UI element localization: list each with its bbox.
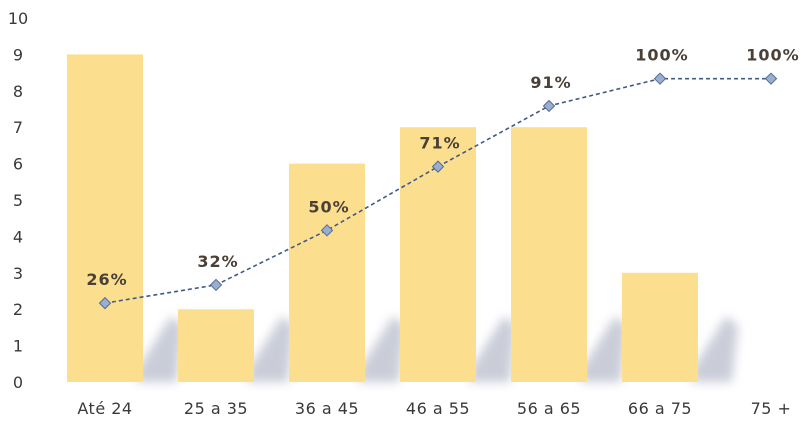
- y-tick-label: 1: [13, 337, 23, 356]
- y-tick-label: 3: [13, 264, 23, 283]
- y-tick-label: 10: [8, 9, 28, 28]
- y-tick-label: 8: [13, 82, 23, 101]
- y-tick-label: 9: [13, 45, 23, 64]
- y-tick-label: 2: [13, 300, 23, 319]
- percent-labels: 26% 32% 50% 71% 91% 100% 100%: [86, 46, 799, 289]
- y-axis: 0 1 2 3 4 5 6 7 8 9 10: [8, 9, 28, 392]
- x-category-label: 36 a 45: [295, 399, 359, 418]
- percent-label: 100%: [635, 46, 688, 65]
- y-tick-label: 6: [13, 155, 23, 174]
- line-marker: [542, 99, 556, 113]
- line-marker: [98, 296, 112, 310]
- bar-shadow: [248, 316, 294, 382]
- line-markers: [98, 72, 778, 310]
- y-tick-label: 7: [13, 118, 23, 137]
- x-category-label: 46 a 55: [406, 399, 470, 418]
- bars: [67, 54, 698, 383]
- bar: [178, 309, 254, 382]
- percent-label: 50%: [308, 197, 349, 216]
- x-category-label: 66 a 75: [628, 399, 692, 418]
- bar: [622, 272, 698, 382]
- bar-shadow: [692, 316, 738, 382]
- percent-label: 91%: [530, 73, 571, 92]
- bar-shadow: [359, 316, 405, 382]
- line-marker: [209, 278, 223, 292]
- y-tick-label: 5: [13, 191, 23, 210]
- bar-shadow: [581, 316, 627, 382]
- bar: [289, 163, 365, 382]
- x-axis: Até 24 25 a 35 36 a 45 46 a 55 56 a 65 66 a 7…: [77, 399, 791, 418]
- percent-label: 71%: [419, 134, 460, 153]
- line-marker: [320, 224, 334, 237]
- y-tick-label: 0: [13, 373, 23, 392]
- x-category-label: 25 a 35: [184, 399, 248, 418]
- x-category-label: 75 +: [751, 399, 792, 418]
- bar-shadow: [470, 316, 516, 382]
- x-category-label: Até 24: [77, 399, 132, 418]
- y-tick-label: 4: [13, 227, 23, 246]
- line-marker: [431, 160, 445, 173]
- percent-label: 26%: [86, 270, 127, 289]
- bar-shadow: [137, 316, 183, 382]
- bar-shadows: [137, 316, 738, 382]
- percent-label: 100%: [746, 46, 799, 65]
- line-marker: [653, 72, 667, 85]
- x-category-label: 56 a 65: [517, 399, 581, 418]
- bar: [511, 127, 587, 382]
- percent-label: 32%: [197, 252, 238, 271]
- bar: [67, 54, 143, 383]
- line-marker: [764, 72, 778, 85]
